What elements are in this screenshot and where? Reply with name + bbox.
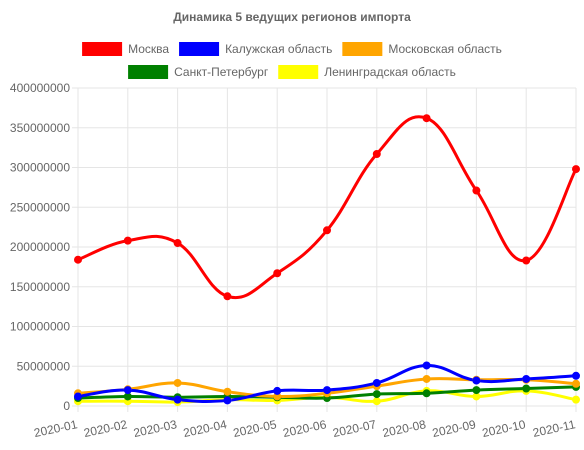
data-point[interactable]: [372, 390, 381, 399]
data-point[interactable]: [572, 165, 580, 174]
chart-title: Динамика 5 ведущих регионов импорта: [173, 10, 411, 24]
x-axis-ticks: 2020-01 2020-02 2020-03 2020-04 2020-05 2020-…: [33, 417, 577, 440]
data-point[interactable]: [522, 256, 531, 265]
data-point[interactable]: [123, 386, 132, 395]
x-tick-label: 2020-05: [232, 417, 278, 440]
y-tick-label: 50000000: [17, 359, 71, 373]
data-point[interactable]: [173, 378, 182, 387]
data-point[interactable]: [123, 236, 132, 245]
data-point[interactable]: [173, 395, 182, 404]
legend[interactable]: Москва Калужская область Московская област…: [82, 42, 502, 79]
data-point[interactable]: [223, 292, 232, 301]
data-point[interactable]: [74, 392, 82, 401]
legend-swatch: [179, 42, 220, 56]
legend-item-4[interactable]: Санкт-Петербург: [128, 65, 269, 79]
x-tick-label: 2020-10: [481, 417, 527, 440]
x-tick-label: 2020-11: [531, 417, 576, 440]
y-tick-label: 150000000: [10, 280, 70, 294]
data-point[interactable]: [273, 386, 282, 395]
data-point[interactable]: [74, 255, 82, 264]
data-point[interactable]: [173, 239, 182, 248]
legend-swatch: [82, 42, 123, 56]
legend-label: Москва: [128, 42, 169, 56]
data-point[interactable]: [372, 149, 381, 158]
legend-label: Калужская область: [225, 42, 332, 56]
legend-item-3[interactable]: Московская область: [342, 42, 502, 56]
legend-item-2[interactable]: Калужская область: [179, 42, 332, 56]
x-tick-label: 2020-01: [33, 417, 79, 440]
legend-label: Ленинградская область: [324, 65, 456, 79]
x-tick-label: 2020-02: [82, 417, 128, 440]
data-point[interactable]: [522, 374, 531, 383]
data-point[interactable]: [472, 386, 481, 395]
legend-swatch: [128, 65, 169, 79]
y-tick-label: 350000000: [10, 121, 70, 135]
data-point[interactable]: [372, 397, 381, 406]
y-tick-label: 300000000: [10, 161, 70, 175]
data-point[interactable]: [572, 379, 580, 388]
x-tick-label: 2020-06: [282, 417, 328, 440]
y-axis-ticks: 0 50000000 100000000 150000000 200000000 2500…: [10, 81, 70, 413]
x-tick-label: 2020-09: [431, 417, 477, 440]
y-tick-label: 200000000: [10, 240, 70, 254]
data-point[interactable]: [522, 384, 531, 393]
data-point[interactable]: [273, 269, 282, 278]
x-tick-label: 2020-03: [132, 417, 178, 440]
y-tick-label: 100000000: [10, 320, 70, 334]
data-point[interactable]: [572, 371, 580, 380]
legend-label: Санкт-Петербург: [174, 65, 269, 79]
data-point[interactable]: [323, 386, 331, 395]
legend-label: Московская область: [388, 42, 502, 56]
data-point[interactable]: [472, 376, 481, 385]
legend-swatch: [278, 65, 319, 79]
x-tick-label: 2020-04: [182, 417, 228, 440]
data-point[interactable]: [223, 396, 232, 405]
data-point[interactable]: [572, 395, 580, 404]
data-point[interactable]: [422, 374, 431, 383]
x-tick-label: 2020-07: [331, 417, 377, 440]
grid: [72, 87, 577, 412]
series-points: [74, 114, 580, 407]
data-point[interactable]: [323, 226, 331, 235]
data-point[interactable]: [472, 186, 481, 195]
y-tick-label: 250000000: [10, 200, 70, 214]
data-point[interactable]: [422, 389, 431, 398]
data-point[interactable]: [372, 378, 381, 387]
legend-item-1[interactable]: Москва: [82, 42, 169, 56]
x-tick-label: 2020-08: [381, 417, 427, 440]
data-point[interactable]: [422, 361, 431, 370]
legend-item-5[interactable]: Ленинградская область: [278, 65, 456, 79]
data-point[interactable]: [422, 114, 431, 123]
legend-swatch: [342, 42, 383, 56]
data-point[interactable]: [223, 387, 232, 396]
y-tick-label: 400000000: [10, 81, 70, 95]
y-tick-label: 0: [63, 399, 70, 413]
